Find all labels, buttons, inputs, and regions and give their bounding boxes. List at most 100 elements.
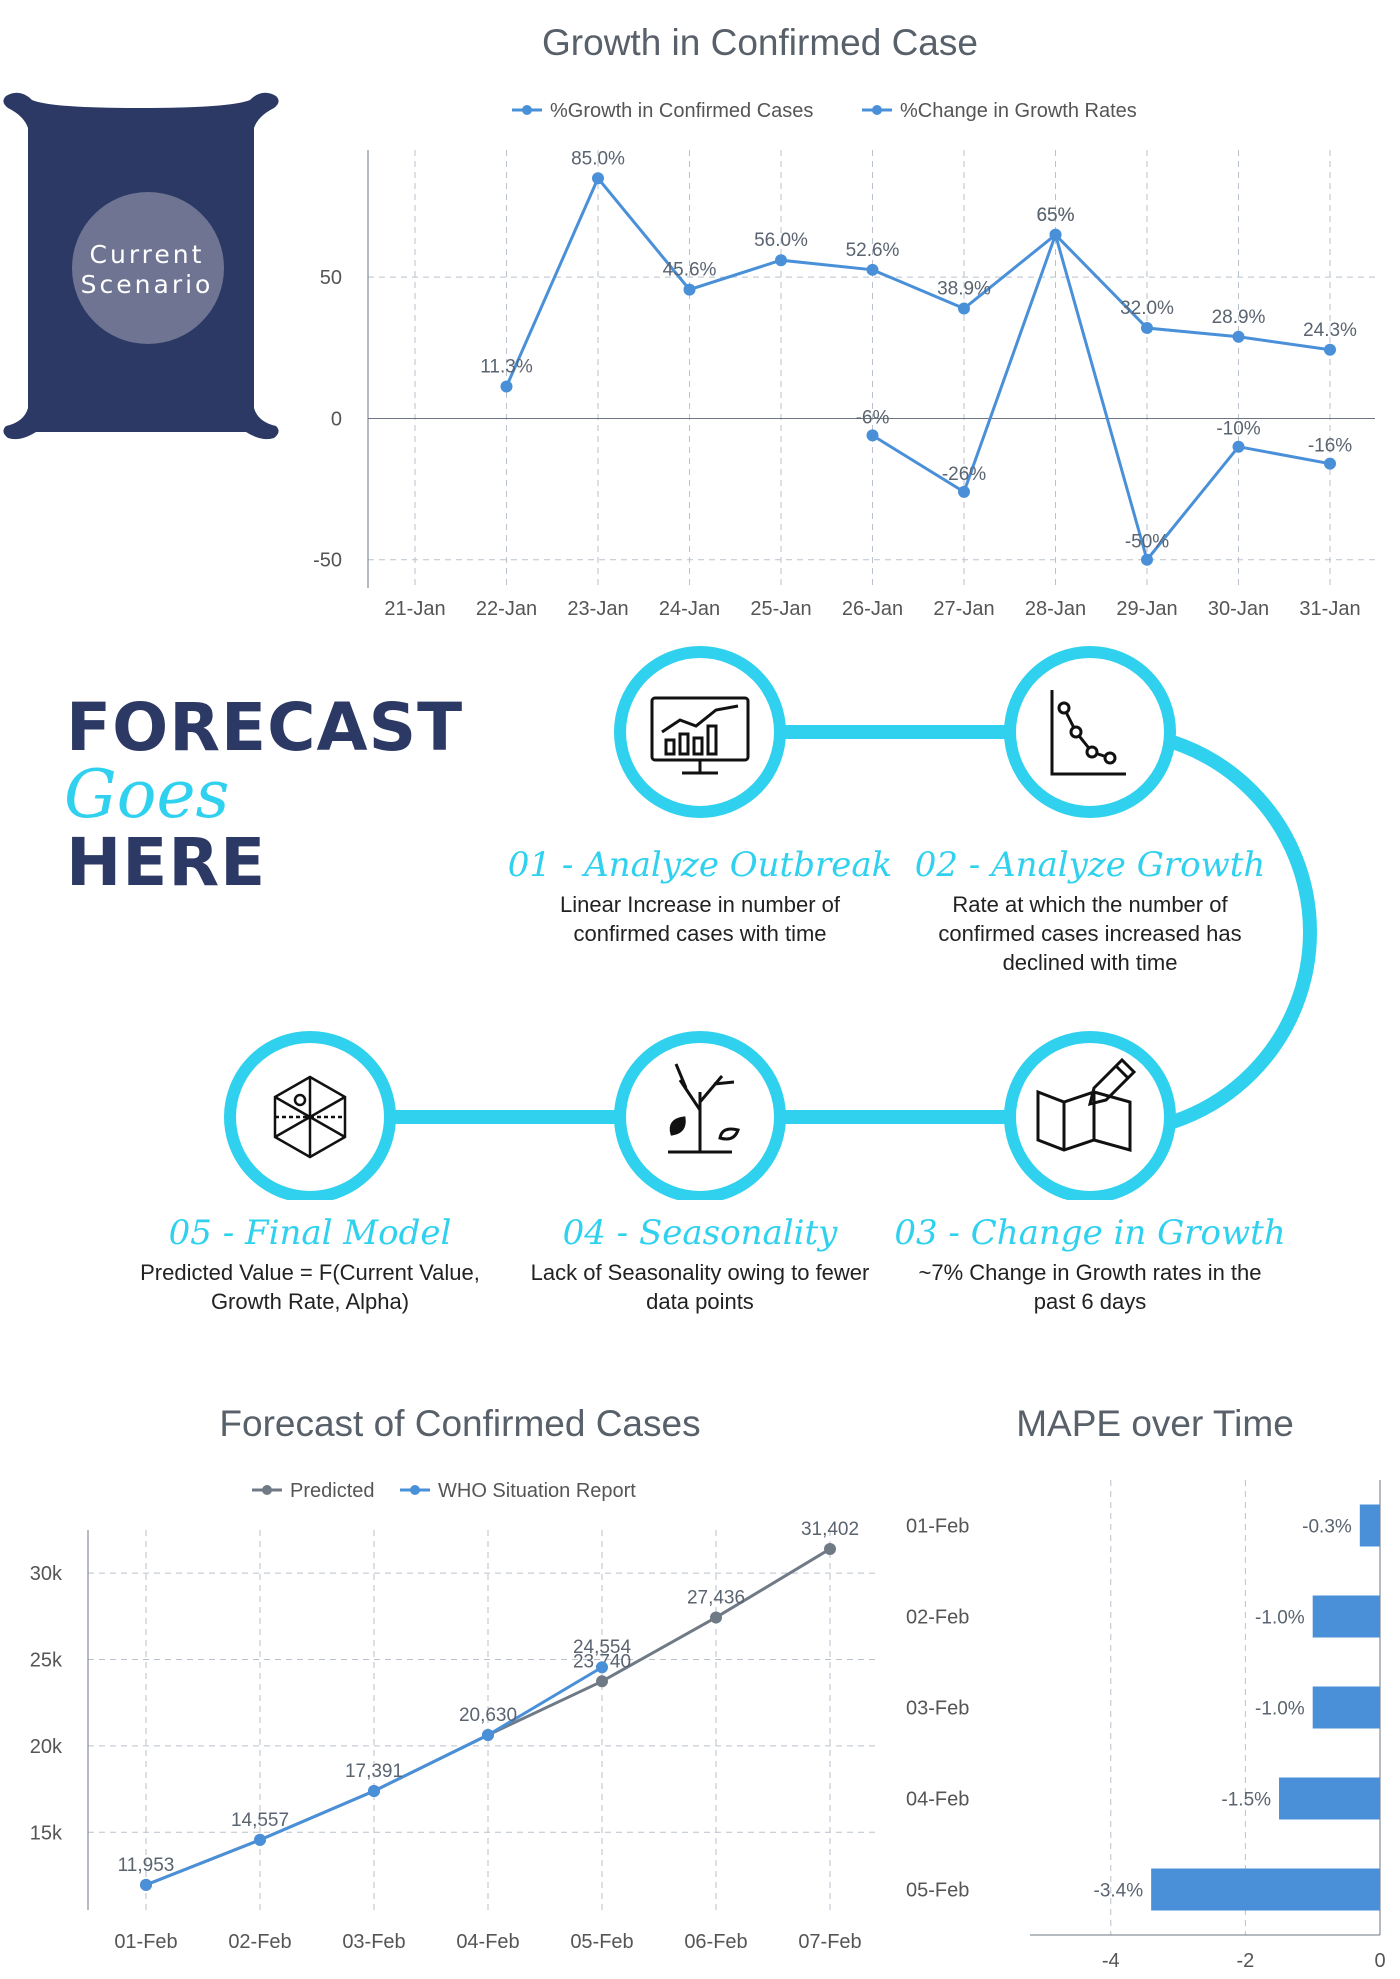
legend-label: %Growth in Confirmed Cases [550,100,813,122]
data-label: 20,630 [459,1705,517,1726]
data-label: 38.9% [937,279,991,300]
x-tick-label: 31-Jan [1299,598,1360,620]
bar [1312,1686,1380,1729]
x-tick-label: 25-Jan [750,598,811,620]
data-point [482,1729,494,1742]
data-point [866,429,879,442]
data-label: 56.0% [754,230,808,251]
step-04-title: 04 - Seasonality [562,1213,838,1253]
data-label: 11,953 [118,1855,175,1876]
x-tick-label: 22-Jan [476,598,537,620]
step-03-circle [1004,1031,1176,1200]
data-point [1324,457,1336,470]
y-tick-label: 25k [30,1650,63,1672]
mape-chart-title: MAPE over Time [1016,1403,1294,1444]
legend-label: %Change in Growth Rates [900,100,1137,122]
headline-goes: Goes [64,756,230,833]
step-04-desc: Lack of Seasonality owing to fewer data … [530,1260,870,1314]
data-point [1232,330,1245,343]
data-label: -16% [1308,436,1352,457]
data-point [710,1611,722,1624]
data-label: 24,554 [573,1637,632,1658]
data-point [958,302,970,315]
growth-chart-title: Growth in Confirmed Case [542,22,978,63]
data-label: 45.6% [663,260,717,281]
step-02-circle [1004,646,1176,818]
scenario-line2: Scenario [80,270,214,299]
data-point [1141,322,1153,335]
data-label: -26% [942,464,986,485]
x-tick-label: 23-Jan [567,598,628,620]
data-point [596,1675,608,1688]
legend-marker [522,105,532,115]
y-tick-label: 05-Feb [906,1880,969,1902]
x-tick-label: 27-Jan [933,598,994,620]
data-point [1232,440,1245,453]
x-tick-label: 05-Feb [570,1931,633,1953]
x-tick-label: 30-Jan [1208,598,1269,620]
x-tick-label: -4 [1102,1950,1120,1972]
mape-chart: -4 -2 0 01-Feb -0.3% 02-Feb -1.0% 03-Feb -1.0% 04… [906,1480,1386,1972]
data-point [958,485,970,498]
y-tick-label: 15k [30,1822,63,1844]
data-point [683,283,696,296]
step-02-desc: Rate at which the number of confirmed ca… [938,892,1242,975]
data-label: 24.3% [1303,320,1357,341]
legend-label: Predicted [290,1480,375,1502]
x-tick-label: -2 [1236,1950,1254,1972]
data-label: 17,391 [345,1761,403,1782]
y-tick-label: 0 [331,408,342,430]
forecast-chart-title: Forecast of Confirmed Cases [219,1403,701,1444]
x-tick-label: 24-Jan [659,598,720,620]
scenario-circle [72,192,224,344]
series-line-1 [505,175,1331,388]
series-line-2 [871,229,1331,563]
step-05-desc: Predicted Value = F(Current Value, Growt… [140,1260,480,1314]
growth-chart: 21-Jan 22-Jan 23-Jan 24-Jan 25-Jan 26-Jan 27-J… [313,100,1375,620]
step-03-desc: ~7% Change in Growth rates in the past 6… [918,1260,1262,1314]
legend-marker [410,1485,420,1495]
step-02-title: 02 - Analyze Growth [914,845,1266,885]
data-label: -6% [856,407,890,428]
step-05-title: 05 - Final Model [168,1213,452,1253]
headline-here: HERE [66,824,267,901]
x-tick-label: 04-Feb [456,1931,519,1953]
x-tick-label: 01-Feb [114,1931,177,1953]
x-tick-label: 26-Jan [842,598,903,620]
data-label: -10% [1216,419,1260,440]
data-point [1049,228,1062,241]
data-label: 31,402 [801,1519,859,1540]
step-01-desc: Linear Increase in number of confirmed c… [559,892,841,946]
data-point [596,1661,608,1674]
data-point [1324,343,1336,356]
step-01-circle [614,646,786,818]
forecast-chart: 01-Feb 02-Feb 03-Feb 04-Feb 05-Feb 06-Feb 07-F… [30,1480,880,1953]
bar [1359,1504,1380,1547]
y-tick-label: 02-Feb [906,1607,969,1629]
map-pencil-icon [1036,1057,1137,1152]
data-label: 32.0% [1120,298,1174,319]
bare-tree-icon [668,1063,740,1154]
x-tick-label: 03-Feb [342,1931,405,1953]
process-path [224,646,1317,1200]
data-label: 65% [1036,205,1074,226]
x-tick-label: 02-Feb [228,1931,291,1953]
declining-graph-icon [1050,690,1126,776]
current-scenario-panel: Current Scenario [0,88,285,443]
data-label: 65% [1036,205,1074,226]
data-label: -0.3% [1302,1517,1352,1538]
x-tick-label: 07-Feb [798,1931,861,1953]
x-tick-label: 06-Feb [684,1931,747,1953]
data-point [254,1833,266,1846]
x-tick-label: 28-Jan [1025,598,1086,620]
data-point [775,254,787,267]
data-point [592,172,604,185]
sack-shape [3,92,279,440]
y-tick-label: 01-Feb [906,1516,969,1538]
data-label: 14,557 [231,1810,289,1831]
monitor-chart-icon [650,696,750,775]
geometry-hexagon-icon [273,1075,347,1159]
y-tick-label: 50 [320,267,342,289]
step-03-title: 03 - Change in Growth [894,1213,1286,1253]
data-label: 52.6% [846,240,900,261]
